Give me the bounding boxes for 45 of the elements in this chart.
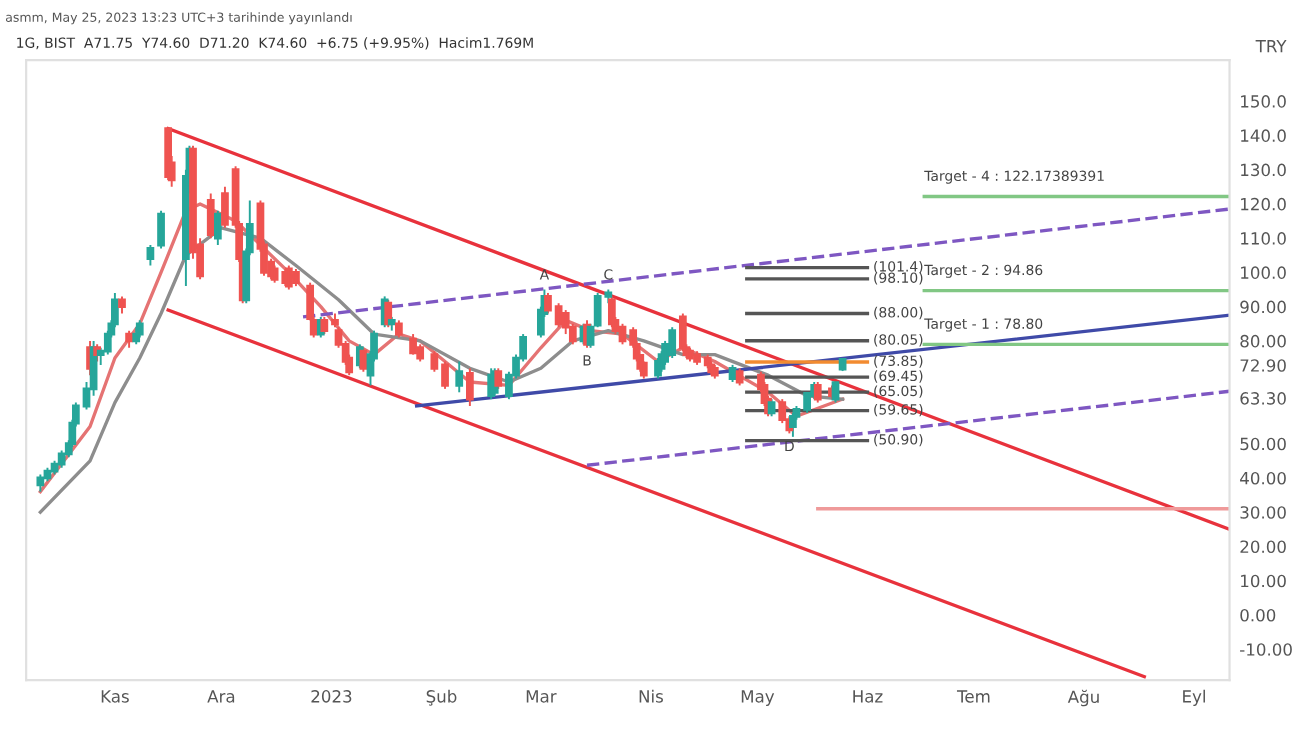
x-tick-label: Ağu [1067,689,1099,707]
y-tick-label: 130.0 [1241,163,1286,177]
y-tick-label: 140.0 [1241,129,1286,142]
y-tick-label: 50.00 [1240,437,1286,451]
y-tick-label: 110.0 [1241,232,1286,245]
candlestick [359,346,368,373]
y-tick-label: 63.30 [1240,392,1286,405]
x-tick-label: Şub [426,689,457,706]
candlestick [678,312,687,353]
y-tick-label: 100.0 [1241,266,1286,279]
y-tick-label: 120.0 [1241,197,1286,211]
y-tick-label: 150.0 [1241,95,1286,108]
y-tick-label: 80.00 [1240,334,1286,348]
candlestick [111,291,119,329]
x-tick-label: Haz [853,690,883,703]
candlestick [409,333,417,356]
candlestick [146,244,155,267]
candlestick [466,367,474,407]
x-tick-label: May [741,690,775,706]
y-axis-title: TRY [1255,40,1287,53]
x-tick-label: Eyl [1183,689,1205,706]
candlestick [494,367,503,390]
y-tick-label: 10.00 [1241,574,1286,588]
x-tick-label: Kas [101,690,129,703]
y-tick-label: 90.00 [1240,300,1286,314]
candlestick [213,209,222,246]
x-tick-label: Ara [207,690,235,703]
y-tick-label: 72.90 [1240,359,1286,372]
x-tick-label: 2023 [311,690,352,703]
x-tick-label: Nis [639,689,663,703]
candlestick [778,398,787,425]
candlestick [384,298,393,329]
candlestick [561,309,570,336]
candlestick [607,295,616,329]
candlestick [206,192,215,240]
candlestick [157,209,165,250]
y-tick-label: 30.00 [1240,506,1286,519]
x-tick-label: Tem [956,690,990,703]
candlestick [668,326,677,360]
candlestick [455,360,464,394]
x-tick-label: Mar [526,690,557,703]
y-tick-label: 0.00 [1240,608,1276,622]
y-tick-label: 20.00 [1240,540,1286,554]
y-tick-label: -10.00 [1240,643,1292,656]
y-tick-label: 40.00 [1240,471,1286,485]
